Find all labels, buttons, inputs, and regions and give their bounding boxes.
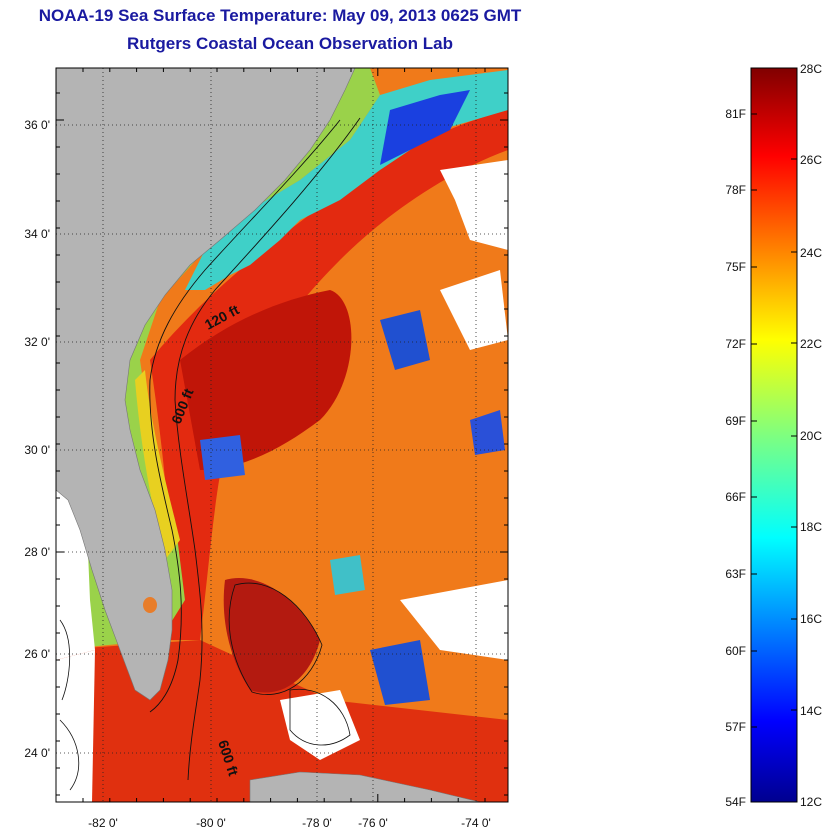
lon-tick-label: -80 0' — [196, 816, 226, 830]
color-bar: 81F 78F 75F 72F 69F 66F 63F 60F 57F 54F … — [725, 62, 822, 809]
contour-bahamas-south — [289, 688, 351, 746]
colorbar-f-label: 54F — [725, 795, 746, 809]
lon-tick-label: -76 0' — [358, 816, 388, 830]
cold-water-north — [380, 90, 470, 165]
colorbar-f-label: 81F — [725, 107, 746, 121]
lon-tick-label: -82 0' — [88, 816, 118, 830]
florida-straits — [56, 640, 508, 802]
colorbar-f-label: 72F — [725, 337, 746, 351]
lat-tick-label: 24 0' — [24, 746, 50, 760]
lat-tick-label: 30 0' — [24, 443, 50, 457]
cloud-patch — [200, 435, 245, 480]
lat-tick-label: 32 0' — [24, 335, 50, 349]
contour-600ft — [174, 117, 361, 781]
bahamas-bank — [223, 578, 320, 693]
map-panel: 120 ft 600 ft 600 ft — [56, 68, 508, 802]
graticule — [56, 68, 508, 802]
contour-bahamas — [228, 582, 323, 695]
cloud-gap — [280, 690, 360, 760]
map-title: NOAA-19 Sea Surface Temperature: May 09,… — [38, 6, 522, 25]
axis-ticks — [56, 68, 508, 802]
warm-eddy — [180, 290, 352, 470]
colorbar-f-label: 60F — [725, 644, 746, 658]
colorbar-f-label: 63F — [725, 567, 746, 581]
cloud-patch — [470, 410, 505, 455]
color-bar-gradient — [750, 67, 798, 803]
lake-okeechobee — [143, 597, 157, 613]
colorbar-c-label: 20C — [800, 429, 822, 443]
colorbar-f-label: 75F — [725, 260, 746, 274]
color-bar-ticks — [751, 67, 797, 803]
colorbar-f-label: 66F — [725, 490, 746, 504]
contour-gulf — [59, 619, 80, 791]
colorbar-c-label: 16C — [800, 612, 822, 626]
colorbar-f-label: 57F — [725, 720, 746, 734]
lat-tick-label: 36 0' — [24, 118, 50, 132]
colorbar-c-label: 18C — [800, 520, 822, 534]
colorbar-c-label: 28C — [800, 62, 822, 76]
contour-120ft — [149, 119, 341, 713]
colorbar-f-label: 78F — [725, 183, 746, 197]
colorbar-c-label: 22C — [800, 337, 822, 351]
cloud-patch — [370, 640, 430, 705]
gulf-no-data — [56, 650, 95, 802]
land-cuba — [249, 771, 481, 802]
land-southeast-us — [56, 68, 356, 701]
cloud-patch — [330, 555, 365, 595]
cloud-gap — [400, 580, 508, 660]
cloud-patch — [380, 310, 430, 370]
map-frame — [55, 67, 509, 803]
map-subtitle: Rutgers Coastal Ocean Observation Lab — [127, 34, 453, 53]
lat-tick-label: 34 0' — [24, 227, 50, 241]
cloud-gap — [440, 270, 508, 350]
lat-tick-label: 26 0' — [24, 647, 50, 661]
colorbar-c-label: 24C — [800, 246, 822, 260]
colorbar-f-label: 69F — [725, 414, 746, 428]
colorbar-c-label: 26C — [800, 153, 822, 167]
colorbar-c-label: 14C — [800, 704, 822, 718]
lon-tick-label: -74 0' — [461, 816, 491, 830]
lat-tick-label: 28 0' — [24, 545, 50, 559]
cloud-gap — [440, 160, 508, 250]
lon-tick-label: -78 0' — [302, 816, 332, 830]
colorbar-c-label: 12C — [800, 795, 822, 809]
